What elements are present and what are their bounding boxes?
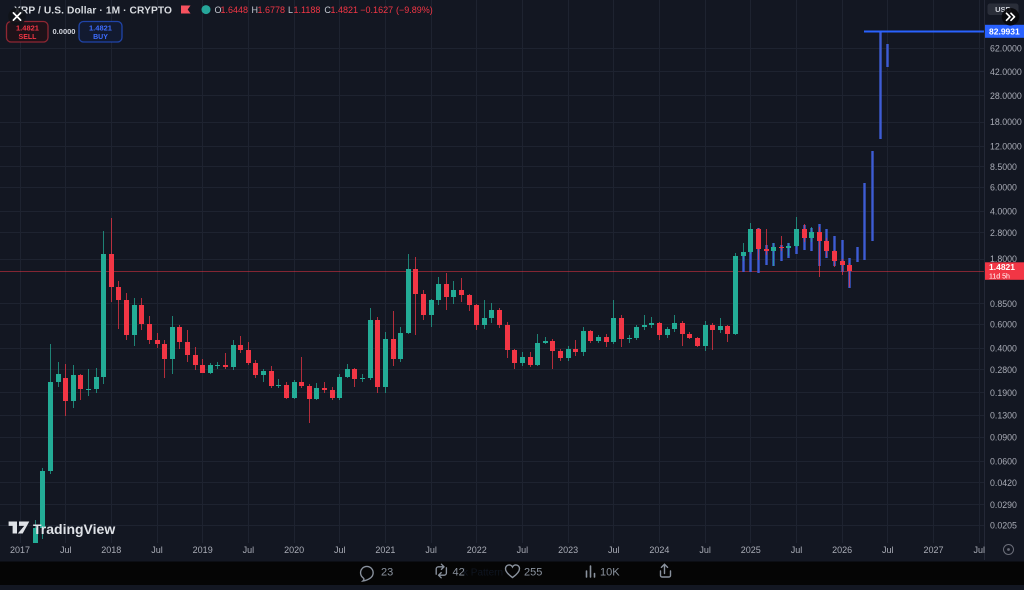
svg-text:2017: 2017 (10, 545, 30, 555)
svg-text:82.9931: 82.9931 (989, 26, 1020, 36)
svg-text:28.0000: 28.0000 (990, 91, 1022, 101)
svg-text:−0.1627: −0.1627 (360, 5, 393, 15)
svg-text:Jul: Jul (60, 545, 72, 555)
svg-text:1.4821: 1.4821 (331, 5, 359, 15)
svg-text:H: H (252, 5, 259, 15)
svg-text:42.0000: 42.0000 (990, 67, 1022, 77)
svg-text:2027: 2027 (923, 545, 943, 555)
svg-text:12.0000: 12.0000 (990, 141, 1022, 151)
svg-text:0.6000: 0.6000 (990, 320, 1017, 330)
svg-text:1.6778: 1.6778 (258, 5, 286, 15)
svg-text:0.0420: 0.0420 (990, 478, 1017, 488)
svg-text:Jul: Jul (243, 545, 255, 555)
svg-text:2024: 2024 (649, 545, 669, 555)
svg-text:O: O (215, 5, 222, 15)
svg-text:62.0000: 62.0000 (990, 44, 1022, 54)
svg-text:Jul: Jul (151, 545, 163, 555)
svg-text:0.4000: 0.4000 (990, 344, 1017, 354)
svg-text:2025: 2025 (741, 545, 761, 555)
svg-text:8.5000: 8.5000 (990, 162, 1017, 172)
svg-text:Jul: Jul (334, 545, 346, 555)
svg-text:Jul: Jul (608, 545, 620, 555)
svg-text:1.4821: 1.4821 (989, 262, 1015, 272)
svg-text:XRP / U.S. Dollar · 1M · CRYPT: XRP / U.S. Dollar · 1M · CRYPTO (14, 6, 172, 17)
svg-text:4.0000: 4.0000 (990, 207, 1017, 217)
svg-text:(−9.89%): (−9.89%) (396, 5, 433, 15)
svg-text:TradingView: TradingView (33, 521, 115, 537)
svg-text:Jul: Jul (699, 545, 711, 555)
svg-text:2.8000: 2.8000 (990, 228, 1017, 238)
svg-text:255: 255 (524, 567, 542, 579)
svg-text:2019: 2019 (193, 545, 213, 555)
svg-text:1.6448: 1.6448 (221, 5, 249, 15)
svg-text:2026: 2026 (832, 545, 852, 555)
svg-text:0.0205: 0.0205 (990, 520, 1017, 530)
svg-text:0.0900: 0.0900 (990, 432, 1017, 442)
svg-text:C: C (324, 5, 331, 15)
svg-text:0.2800: 0.2800 (990, 365, 1017, 375)
svg-text:42: 42 (453, 567, 465, 579)
svg-text:Jul: Jul (973, 545, 985, 555)
svg-text:2020: 2020 (284, 545, 304, 555)
svg-text:Jul: Jul (791, 545, 803, 555)
svg-text:1.8000: 1.8000 (990, 254, 1017, 264)
svg-text:0.0000: 0.0000 (53, 27, 76, 36)
svg-text:0.1300: 0.1300 (990, 411, 1017, 421)
svg-text:0.0600: 0.0600 (990, 457, 1017, 467)
svg-text:BUY: BUY (93, 34, 108, 41)
svg-text:11d 5h: 11d 5h (989, 273, 1010, 280)
svg-text:2021: 2021 (375, 545, 395, 555)
svg-text:1.1188: 1.1188 (294, 5, 321, 15)
svg-text:0.0290: 0.0290 (990, 500, 1017, 510)
svg-text:L: L (288, 5, 293, 15)
svg-text:Jul: Jul (425, 545, 437, 555)
svg-text:23: 23 (381, 567, 393, 579)
svg-text:2022: 2022 (467, 545, 487, 555)
svg-text:10K: 10K (600, 567, 620, 579)
svg-text:2023: 2023 (558, 545, 578, 555)
svg-text:6.0000: 6.0000 (990, 183, 1017, 193)
svg-text:Jul: Jul (517, 545, 529, 555)
svg-text:0.1900: 0.1900 (990, 388, 1017, 398)
svg-text:1.4821: 1.4821 (89, 24, 112, 33)
svg-text:2018: 2018 (101, 545, 121, 555)
svg-text:1.4821: 1.4821 (16, 24, 39, 33)
svg-text:k Pattern: k Pattern (463, 568, 503, 579)
svg-text:USD: USD (995, 5, 1011, 14)
svg-text:18.0000: 18.0000 (990, 117, 1022, 127)
svg-text:0.8500: 0.8500 (990, 299, 1017, 309)
svg-text:Jul: Jul (882, 545, 894, 555)
svg-text:SELL: SELL (19, 34, 38, 41)
